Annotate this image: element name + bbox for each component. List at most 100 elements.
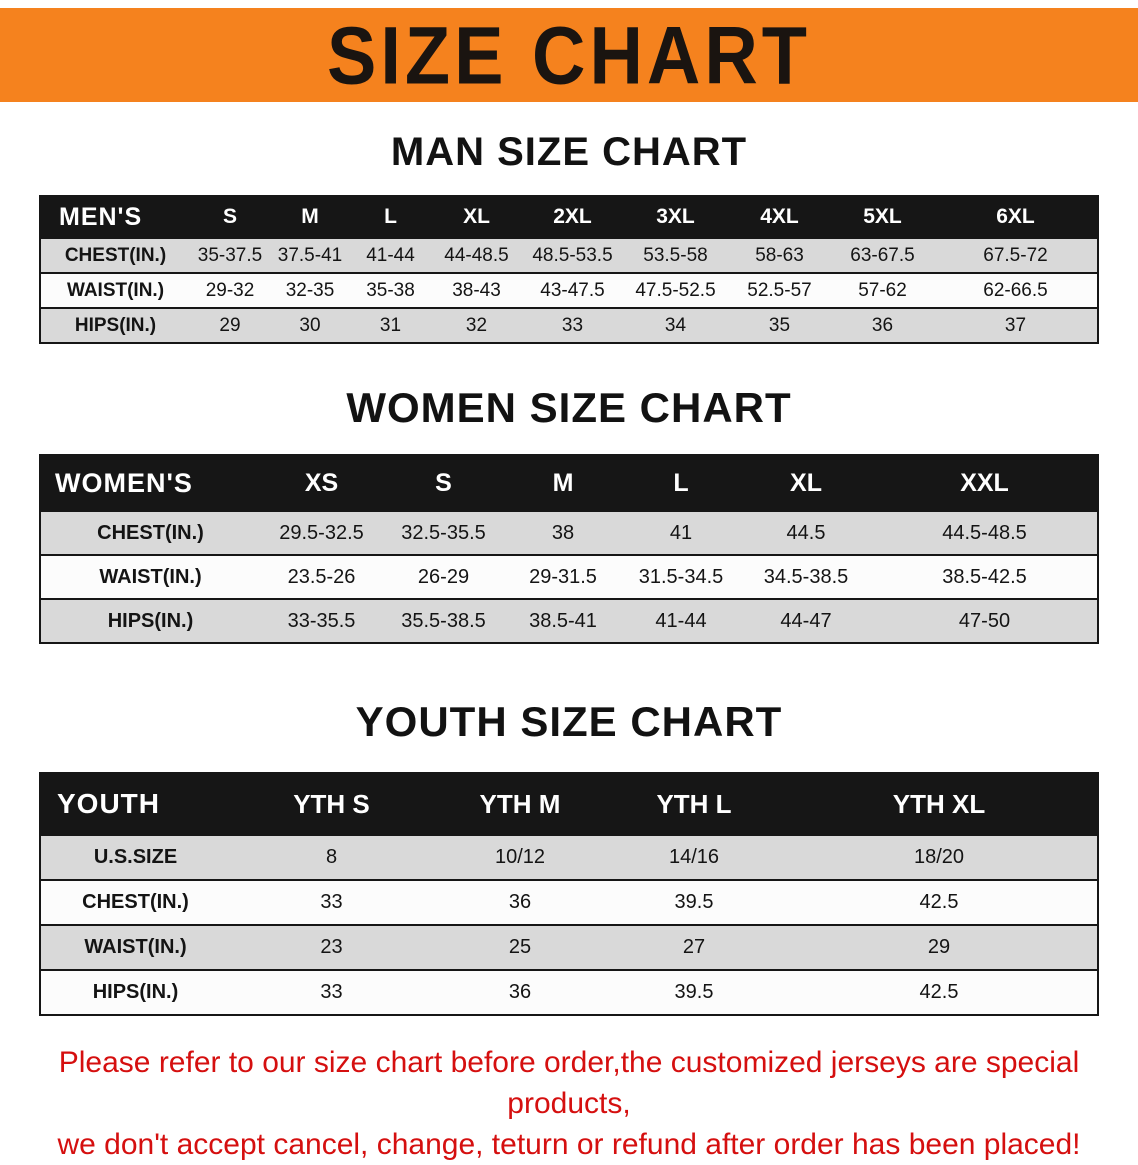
table-cell: 33-35.5	[287, 609, 356, 632]
row-label: WAIST(IN.)	[99, 565, 202, 588]
table-cell: 27	[682, 936, 706, 958]
table-cell: 57-62	[858, 279, 907, 301]
table-cell: 30	[299, 314, 321, 336]
row-label: HIPS(IN.)	[74, 314, 157, 336]
table-cell: 29	[219, 314, 241, 336]
table-cell: 8	[325, 846, 338, 868]
youth-waist-row: WAIST(IN.) 23 25 27 29	[40, 925, 1098, 970]
women-hips-row: HIPS(IN.) 33-35.5 35.5-38.5 38.5-41 41-4…	[40, 599, 1098, 643]
youth-size-col-s: YTH S	[230, 773, 433, 835]
table-cell: 34.5-38.5	[763, 565, 849, 588]
row-label: CHEST(IN.)	[64, 244, 167, 266]
row-label: HIPS(IN.)	[92, 981, 179, 1003]
table-cell: 23	[320, 936, 343, 958]
table-cell: 36	[871, 314, 894, 336]
men-size-table: MEN'S S M L XL 2XL 3XL 4XL 5XL 6XL CHEST…	[39, 195, 1099, 344]
men-header-label: MEN'S	[40, 196, 190, 238]
youth-size-table: YOUTH YTH S YTH M YTH L YTH XL U.S.SIZE …	[39, 772, 1099, 1016]
youth-ussize-row: U.S.SIZE 8 10/12 14/16 18/20	[40, 835, 1098, 880]
table-cell: 52.5-57	[747, 279, 812, 301]
table-cell: 44-48.5	[444, 244, 509, 266]
table-cell: 53.5-58	[643, 244, 708, 266]
table-cell: 62-66.5	[983, 279, 1048, 301]
youth-header-label: YOUTH	[40, 773, 230, 835]
men-waist-row: WAIST(IN.) 29-32 32-35 35-38 38-43 43-47…	[40, 273, 1098, 308]
men-size-col-3xl: 3XL	[623, 196, 728, 238]
table-cell: 32	[465, 314, 488, 336]
table-cell: 32.5-35.5	[401, 521, 486, 544]
women-header-label: WOMEN'S	[40, 455, 260, 511]
table-cell: 29.5-32.5	[279, 521, 364, 544]
table-cell: 67.5-72	[983, 244, 1048, 266]
men-header-row: MEN'S S M L XL 2XL 3XL 4XL 5XL 6XL	[40, 196, 1098, 238]
men-size-col-m: M	[270, 196, 350, 238]
table-cell: 38.5-41	[529, 609, 597, 632]
women-section-heading: WOMEN SIZE CHART	[346, 384, 792, 431]
table-cell: 33	[561, 314, 584, 336]
row-label: HIPS(IN.)	[107, 609, 194, 632]
row-label: CHEST(IN.)	[97, 521, 204, 544]
men-size-col-xl: XL	[431, 196, 522, 238]
youth-size-col-l: YTH L	[607, 773, 781, 835]
table-cell: 10/12	[494, 846, 546, 868]
table-cell: 41-44	[366, 244, 415, 266]
men-size-col-s: S	[190, 196, 270, 238]
women-header-row: WOMEN'S XS S M L XL XXL	[40, 455, 1098, 511]
table-cell: 44-47	[780, 609, 832, 632]
table-cell: 35	[768, 314, 791, 336]
table-cell: 35-37.5	[197, 244, 263, 266]
row-label: CHEST(IN.)	[82, 891, 189, 913]
page-title: SIZE CHART	[327, 9, 811, 101]
table-cell: 38-43	[452, 279, 501, 301]
table-cell: 37.5-41	[277, 244, 343, 266]
table-cell: 48.5-53.5	[532, 244, 613, 266]
table-cell: 63-67.5	[850, 244, 915, 266]
table-cell: 34	[664, 314, 687, 336]
table-cell: 44.5-48.5	[942, 521, 1027, 544]
table-cell: 36	[508, 891, 532, 913]
women-size-table: WOMEN'S XS S M L XL XXL CHEST(IN.) 29.5-…	[39, 454, 1099, 644]
disclaimer-line-2: we don't accept cancel, change, teturn o…	[57, 1128, 1081, 1161]
disclaimer-line-1: Please refer to our size chart before or…	[58, 1046, 1080, 1120]
table-cell: 32-35	[285, 279, 335, 301]
table-cell: 35.5-38.5	[401, 609, 486, 632]
table-cell: 33	[320, 891, 343, 913]
women-waist-row: WAIST(IN.) 23.5-26 26-29 29-31.5 31.5-34…	[40, 555, 1098, 599]
women-size-col-xl: XL	[740, 455, 872, 511]
women-size-col-l: L	[622, 455, 740, 511]
men-hips-row: HIPS(IN.) 29 30 31 32 33 34 35 36 37	[40, 308, 1098, 343]
table-cell: 31.5-34.5	[638, 565, 724, 588]
men-size-col-4xl: 4XL	[728, 196, 831, 238]
table-cell: 14/16	[668, 846, 720, 868]
youth-size-col-m: YTH M	[433, 773, 607, 835]
table-cell: 23.5-26	[287, 565, 356, 588]
disclaimer-note: Please refer to our size chart before or…	[0, 1042, 1138, 1165]
table-cell: 39.5	[674, 891, 714, 913]
row-label: WAIST(IN.)	[84, 936, 187, 958]
women-size-col-xxl: XXL	[872, 455, 1098, 511]
row-label: U.S.SIZE	[93, 846, 178, 868]
men-size-col-2xl: 2XL	[522, 196, 623, 238]
table-cell: 41	[669, 521, 693, 544]
table-cell: 26-29	[417, 565, 470, 588]
row-label: WAIST(IN.)	[66, 279, 165, 301]
table-cell: 29-31.5	[529, 565, 597, 588]
women-size-col-xs: XS	[260, 455, 383, 511]
table-cell: 42.5	[919, 891, 959, 913]
table-cell: 47-50	[958, 609, 1011, 632]
youth-section-heading: YOUTH SIZE CHART	[355, 698, 783, 745]
men-size-col-6xl: 6XL	[934, 196, 1098, 238]
table-cell: 39.5	[674, 981, 714, 1003]
table-cell: 38	[551, 521, 575, 544]
women-chest-row: CHEST(IN.) 29.5-32.5 32.5-35.5 38 41 44.…	[40, 511, 1098, 555]
table-cell: 29-32	[205, 279, 255, 301]
size-chart-page: SIZE CHART MAN SIZE CHART MEN'S S M L XL…	[0, 8, 1138, 1161]
table-cell: 36	[508, 981, 532, 1003]
table-cell: 43-47.5	[540, 279, 605, 301]
table-cell: 47.5-52.5	[635, 279, 716, 301]
table-cell: 33	[320, 981, 343, 1003]
banner: SIZE CHART	[0, 8, 1138, 102]
table-cell: 31	[379, 314, 402, 336]
table-cell: 25	[508, 936, 532, 958]
women-size-col-s: S	[383, 455, 504, 511]
